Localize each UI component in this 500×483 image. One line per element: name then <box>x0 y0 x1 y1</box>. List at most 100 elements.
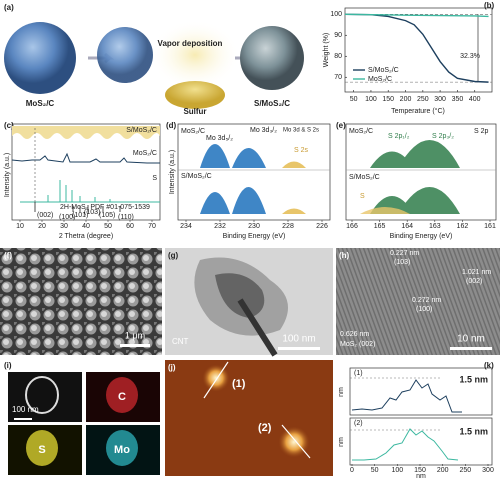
sulfur-pile <box>165 81 225 109</box>
element-label: Mo <box>114 444 130 456</box>
label: (2) <box>354 420 363 427</box>
label: 1.5 nm <box>459 426 488 436</box>
label: Mo 3d₃/₂ <box>250 127 277 134</box>
cnt <box>237 298 278 357</box>
x-tick-label: 0 <box>350 467 354 474</box>
label: S/MoS₂/C <box>254 99 290 108</box>
panel-label: (a) <box>4 3 14 12</box>
label: MoS₂/C <box>181 128 205 135</box>
panel-c: (c) S/MoS₂/C MoS₂/C S 2H-MoS₂ PDF #01-07… <box>4 121 161 240</box>
map <box>8 372 82 422</box>
x-tick-label: 232 <box>214 223 226 230</box>
peak <box>200 187 266 214</box>
panel-label: (e) <box>336 121 346 130</box>
label: MoS₂/C <box>349 128 373 135</box>
scale-bar <box>450 347 492 350</box>
x-tick-label: 400 <box>469 96 481 103</box>
plot-frame <box>345 123 497 221</box>
panel-label: (i) <box>4 361 12 370</box>
panel-i: (i) 100 nm C S Mo <box>4 361 160 475</box>
x-tick-label: 161 <box>484 223 496 230</box>
x-tick-label: 350 <box>452 96 464 103</box>
peak <box>360 207 410 214</box>
x-tick-label: 50 <box>104 223 112 230</box>
x-tick-label: 30 <box>60 223 68 230</box>
x-tick-label: 150 <box>414 467 426 474</box>
particle <box>202 364 230 392</box>
scale-bar <box>120 344 150 347</box>
scale-label: 10 nm <box>457 334 485 345</box>
panel-g: (g) CNT 100 nm <box>165 248 333 357</box>
label: S 2p <box>474 128 489 135</box>
line-series <box>344 13 489 83</box>
vapor <box>150 20 240 90</box>
y-axis-label: Intensity (a.u.) <box>169 150 176 194</box>
x-axis-label: Binding Energy (eV) <box>390 233 453 240</box>
x-axis-label: 2 Thetra (degree) <box>59 233 113 240</box>
label: (103) <box>84 209 100 216</box>
element-label: C <box>118 391 126 403</box>
x-axis-label: Temperature (°C) <box>391 107 445 115</box>
afm-image <box>165 360 333 476</box>
x-tick-label: 164 <box>401 223 413 230</box>
label: 1.5 nm <box>459 374 488 384</box>
label: CNT <box>172 337 189 346</box>
marker: (2) <box>258 422 272 434</box>
label: 0.626 nm <box>340 331 369 338</box>
panel-a: (a) MoS₂/C Vapor deposition Sulfur S/MoS… <box>4 3 304 116</box>
profile-line <box>203 361 229 399</box>
x-tick-label: 250 <box>417 96 429 103</box>
profile <box>352 428 459 461</box>
particle <box>106 377 138 413</box>
label: MoS₂/C <box>133 150 157 157</box>
label: Mo 3d & S 2s <box>283 128 319 134</box>
hrtem-image <box>336 248 500 355</box>
label: (101) <box>72 212 88 219</box>
panel-h: (h) 0.227 nm (103) 1.021 nm (002) 0.272 … <box>336 248 500 355</box>
line-series <box>344 13 489 18</box>
trace <box>12 126 160 139</box>
y-axis-label: Intensity (a.u.) <box>4 153 11 197</box>
x-tick-label: 40 <box>82 223 90 230</box>
x-tick-label: 226 <box>316 223 328 230</box>
label: S 2p₃/₂ <box>432 133 454 140</box>
x-tick-label: 300 <box>482 467 494 474</box>
scale-label: 100 nm <box>12 405 39 414</box>
label: Mo 3d₅/₂ <box>206 135 233 142</box>
panel-b: (b) Temperature (°C) Weight (%) 70 80 90 10… <box>323 1 495 115</box>
label: Sulfur <box>183 107 206 116</box>
particle <box>25 376 59 414</box>
particle <box>26 430 58 466</box>
sphere <box>4 22 76 94</box>
label: (100) <box>416 306 432 313</box>
peak <box>282 208 306 214</box>
panel-k: (k) (1) (2) 1.5 nm 1.5 nm 0 50 100 150 200 25… <box>338 361 494 480</box>
label: Vapor deposition <box>158 39 223 48</box>
y-tick-label: 80 <box>334 53 342 60</box>
x-tick-label: 70 <box>148 223 156 230</box>
x-tick-label: 165 <box>374 223 386 230</box>
element-label: S <box>38 444 45 456</box>
label: (103) <box>394 259 410 266</box>
particle <box>106 430 138 466</box>
reference-sticks <box>34 202 121 212</box>
x-tick-label: 162 <box>457 223 469 230</box>
x-tick-label: 166 <box>346 223 358 230</box>
y-axis-label: nm <box>338 437 345 447</box>
x-tick-label: 228 <box>282 223 294 230</box>
legend-label: S/MoS₂/C <box>368 67 399 74</box>
x-tick-label: 100 <box>391 467 403 474</box>
x-tick-label: 230 <box>248 223 260 230</box>
x-tick-label: 60 <box>126 223 134 230</box>
panel-label: (j) <box>168 363 176 372</box>
label: (1) <box>354 370 363 377</box>
label: S/MoS₂/C <box>349 174 380 181</box>
label: (002) <box>37 212 53 219</box>
plot-frame <box>349 367 493 416</box>
label: (110) <box>118 214 134 221</box>
panel-e: (e) MoS₂/C S 2p₁/₂ S 2p₃/₂ S 2p S S/MoS₂… <box>336 121 497 240</box>
label: S <box>152 175 157 182</box>
panel-label: (b) <box>484 1 495 10</box>
marker: (1) <box>232 378 246 390</box>
